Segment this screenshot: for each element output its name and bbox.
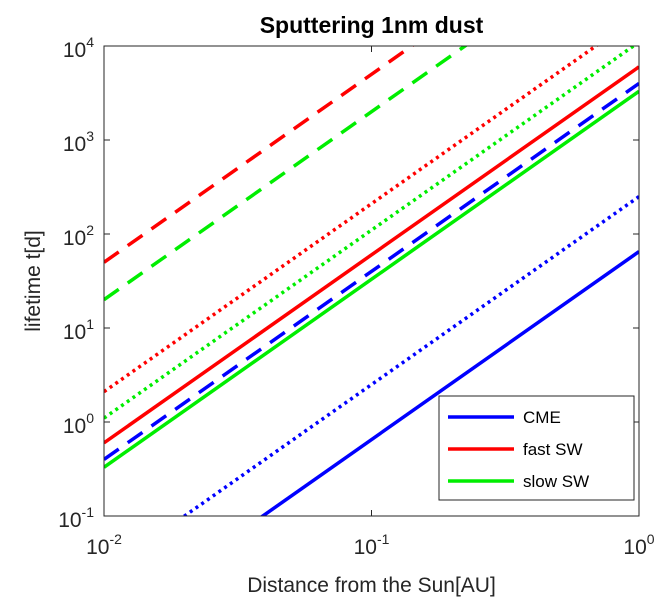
series-line-ff0000-solid-3 [104,65,639,445]
series-line-0000ff-solid-0 [259,250,639,516]
series-line-00ee00-dashed-8 [104,46,469,302]
y-tick-label-3: 102 [63,222,94,250]
x-tick-label-0: 10-2 [86,531,122,559]
series-layer [104,46,639,516]
x-tick-label-1: 10-1 [354,531,390,559]
y-tick-label-1: 100 [63,410,94,438]
x-tick-label-2: 100 [623,531,654,559]
series-line-ff0000-dashed-5 [104,46,415,264]
y-axis-label: lifetime t[d] [22,230,45,332]
y-tick-label-5: 104 [63,34,94,62]
legend: CME fast SW slow SW [438,395,635,501]
y-tick-label-2: 101 [63,316,94,344]
chart-title: Sputtering 1nm dust [260,12,484,38]
legend-label-0: CME [523,408,561,427]
legend-label-1: fast SW [523,440,583,459]
series-line-00ee00-solid-6 [104,89,639,469]
y-tick-label-0: 10-1 [58,504,94,532]
series-line-0000ff-dashed-2 [104,81,639,461]
x-axis-label: Distance from the Sun[AU] [247,574,496,597]
legend-label-2: slow SW [523,472,589,491]
y-tick-label-4: 103 [63,128,94,156]
